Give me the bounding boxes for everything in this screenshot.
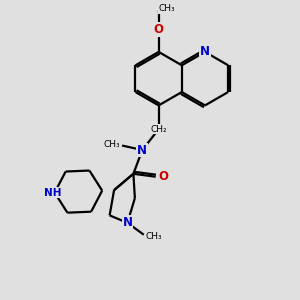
Text: CH₃: CH₃ bbox=[159, 4, 175, 13]
Text: CH₃: CH₃ bbox=[104, 140, 121, 148]
Text: O: O bbox=[158, 170, 168, 183]
Text: N: N bbox=[122, 216, 132, 229]
Text: O: O bbox=[154, 23, 164, 36]
Text: N: N bbox=[137, 143, 147, 157]
Text: CH₂: CH₂ bbox=[150, 125, 167, 134]
Text: NH: NH bbox=[44, 188, 62, 198]
Text: CH₃: CH₃ bbox=[145, 232, 162, 241]
Text: N: N bbox=[200, 45, 210, 58]
